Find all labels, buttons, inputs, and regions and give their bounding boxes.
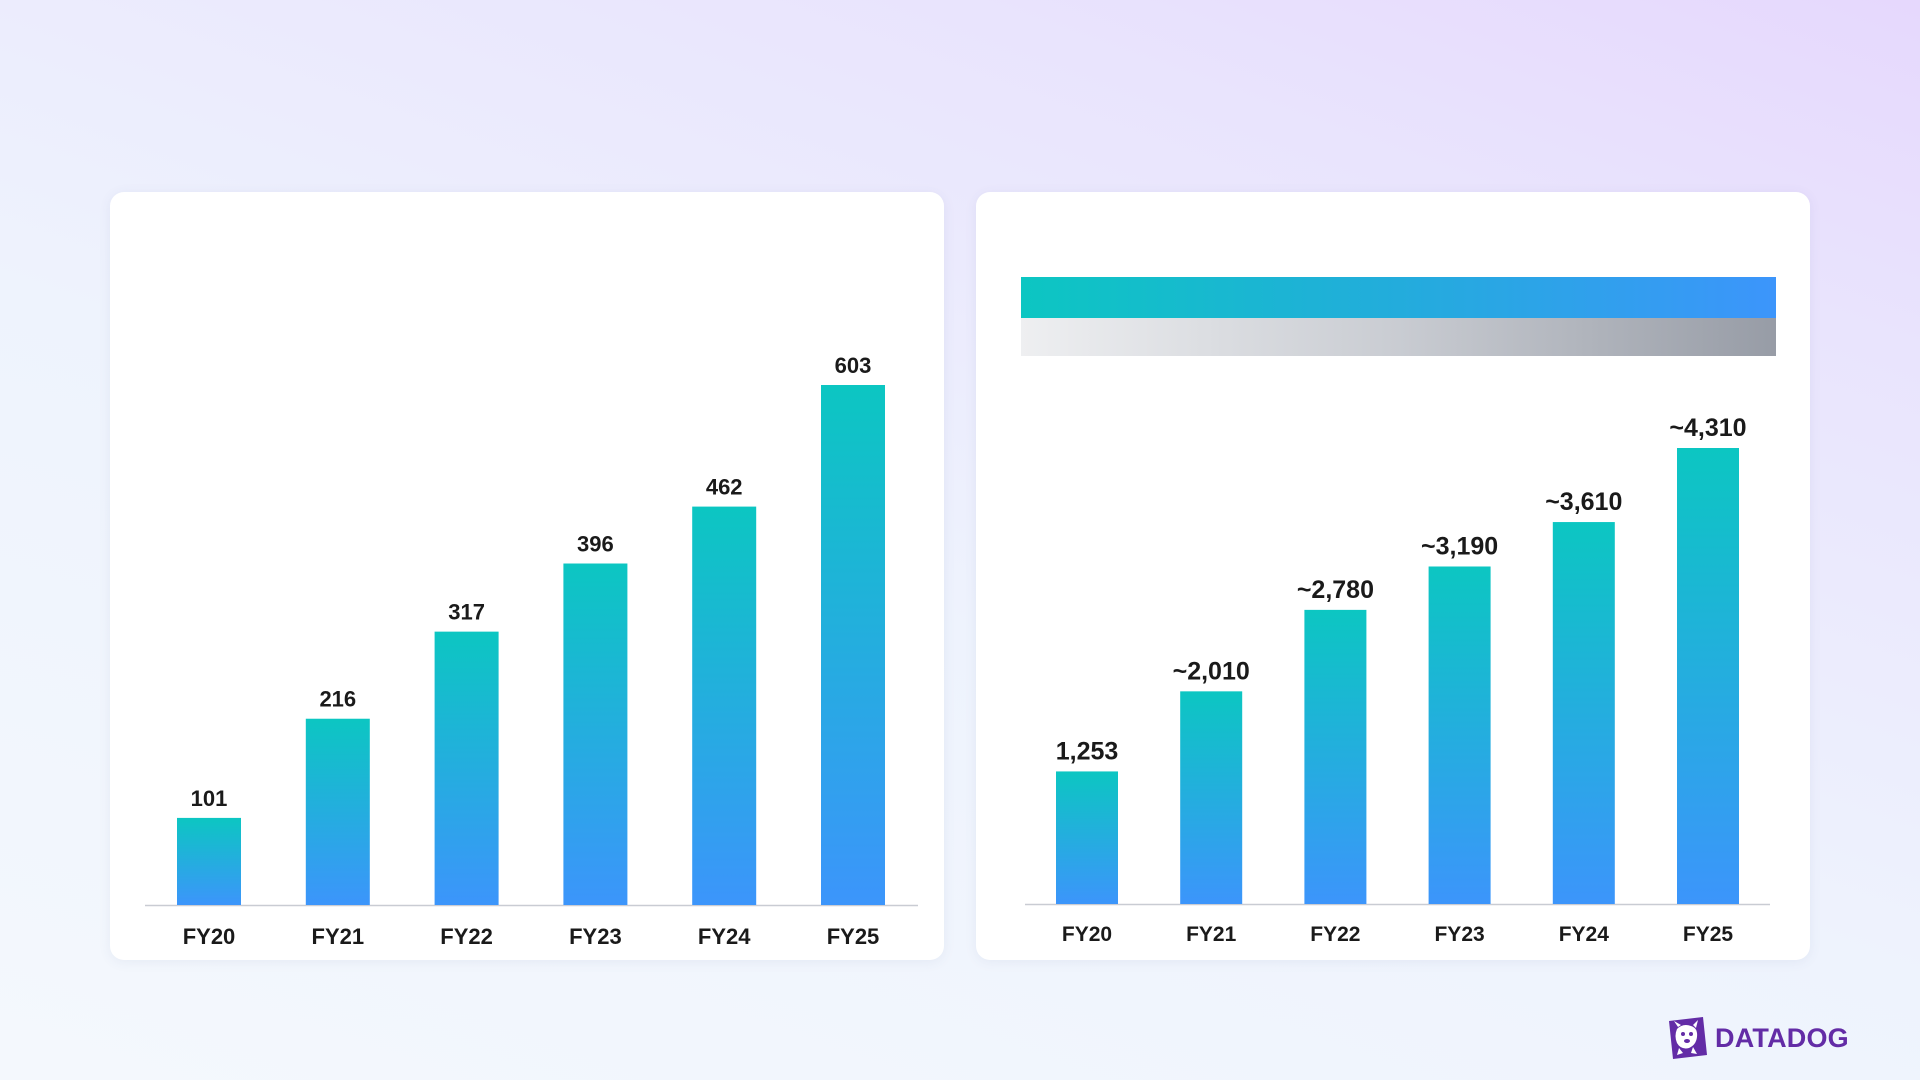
category-label: FY22 [1310,923,1360,946]
value-label: 1,253 [1056,737,1119,765]
value-label: 462 [706,475,743,500]
brand-name: DATADOG [1715,1022,1849,1053]
category-label: FY20 [1062,923,1112,946]
value-label: ~2,010 [1173,657,1250,685]
bar-fy25 [821,385,885,905]
value-label: 317 [448,600,485,625]
bar-fy24 [692,506,757,905]
value-label: ~3,190 [1421,532,1498,560]
chart-card-right: 1,253 FY20 ~2,010 FY21 ~2,780 FY22 ~3,190 FY23 ~… [976,192,1810,960]
bar-chart-right: 1,253 FY20 ~2,010 FY21 ~2,780 FY22 ~3,190 FY23 ~… [1025,414,1770,946]
bar-fy21 [305,718,370,905]
bar-chart-left: 101 FY20 216 FY21 317 FY22 396 FY23 462 FY24 603 FY… [145,353,918,949]
legend-bar-gray [1021,318,1776,356]
chart-card-left: 101 FY20 216 FY21 317 FY22 396 FY23 462 FY24 603 FY… [110,192,944,960]
bar-fy22 [434,631,499,905]
value-label: 101 [191,786,228,811]
category-label: FY21 [1186,923,1237,946]
category-label: FY20 [183,924,236,949]
category-label: FY23 [1434,923,1484,946]
value-label: 396 [577,532,614,557]
bar-fy20 [177,817,241,905]
value-label: 216 [319,687,356,712]
value-label: 603 [835,353,872,378]
legend-bar-teal [1021,277,1776,318]
bar-fy24 [1552,522,1615,904]
datadog-dog-icon [1669,1017,1707,1059]
value-label: ~4,310 [1669,414,1746,442]
bar-fy23 [1428,566,1491,904]
category-label: FY24 [698,924,751,949]
bar-fy20 [1056,771,1118,904]
datadog-logo: DATADOG [1665,1014,1849,1062]
category-label: FY23 [569,924,622,949]
bar-fy21 [1180,691,1243,904]
bar-fy22 [1304,609,1367,904]
bar-fy23 [563,563,628,905]
category-label: FY25 [827,924,880,949]
category-label: FY21 [312,924,365,949]
category-label: FY24 [1559,923,1610,946]
category-label: FY25 [1683,923,1734,946]
value-label: ~3,610 [1545,488,1622,516]
bar-fy25 [1677,448,1739,904]
category-label: FY22 [440,924,493,949]
value-label: ~2,780 [1297,576,1374,604]
